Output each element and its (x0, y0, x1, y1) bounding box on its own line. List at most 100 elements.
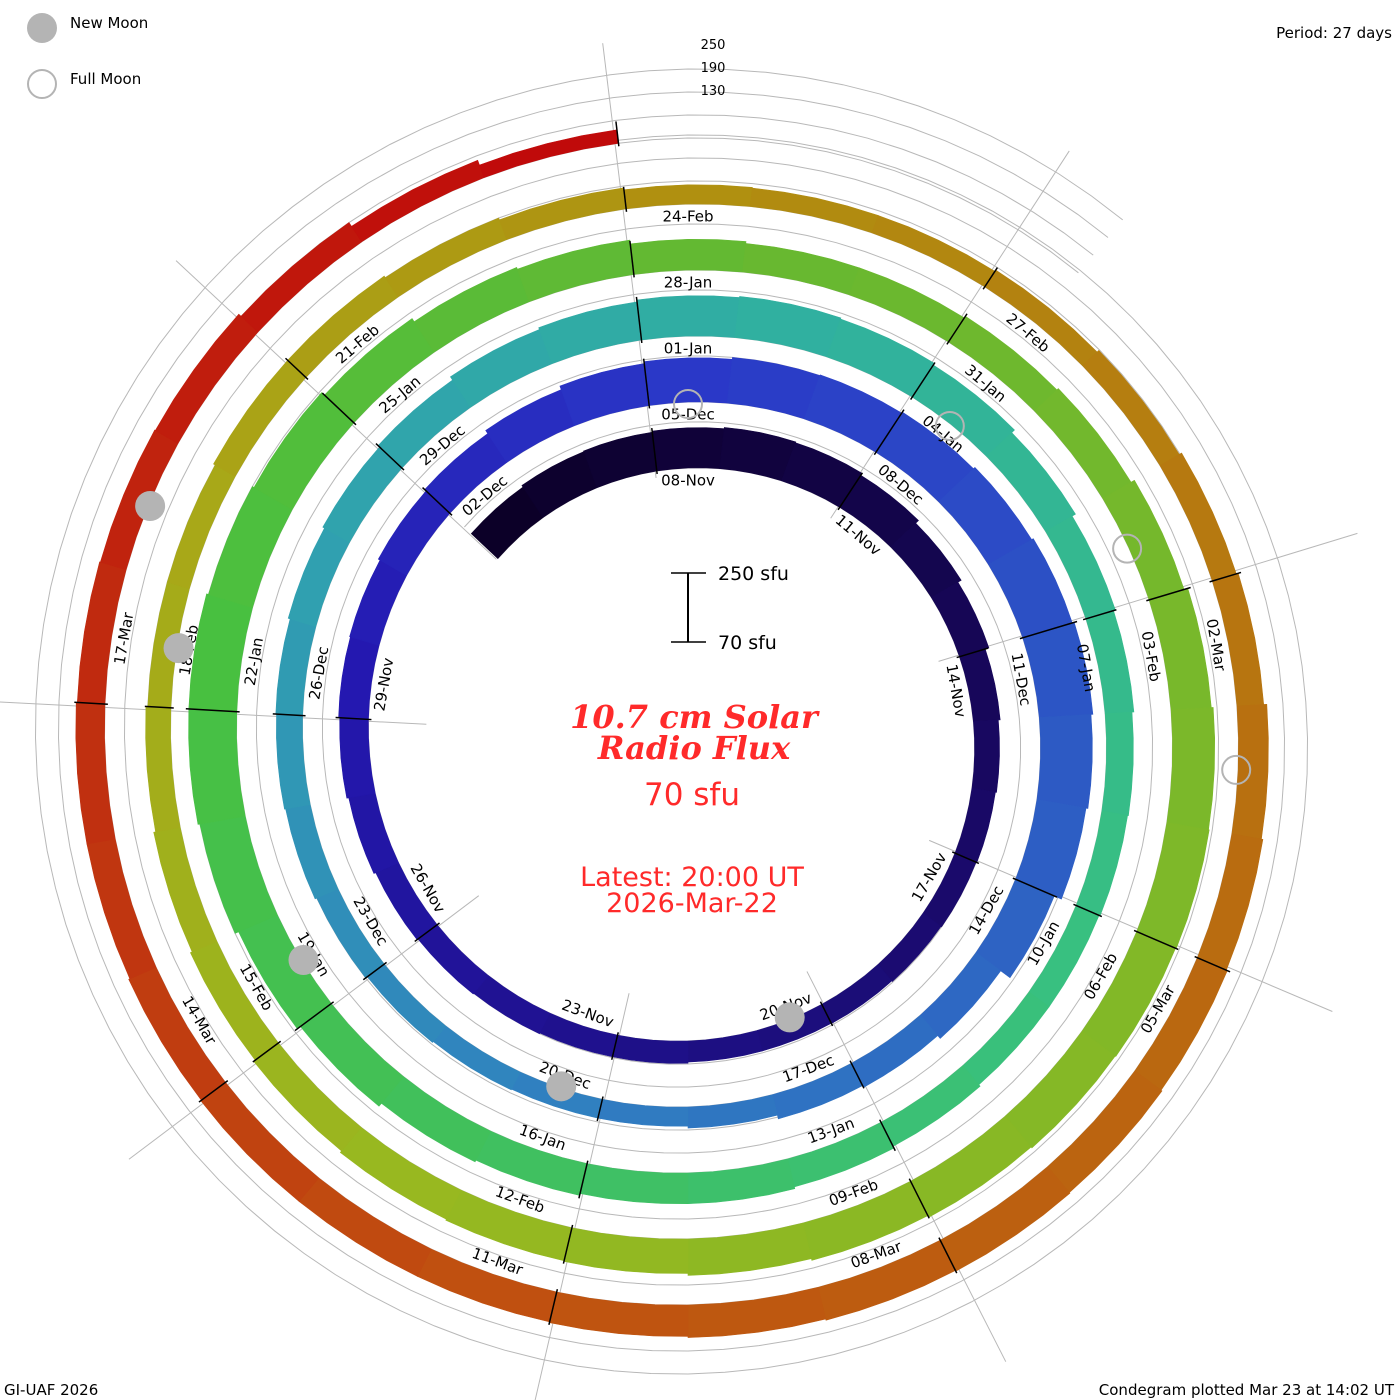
flux-bar (687, 1286, 827, 1338)
end-tick (615, 121, 620, 147)
flux-bar (199, 815, 278, 934)
flux-bar (877, 912, 942, 982)
day-tick (908, 1178, 930, 1219)
flux-bar (890, 522, 962, 598)
day-tick (562, 1224, 574, 1264)
flux-bar (563, 1227, 689, 1274)
flux-bar (742, 243, 860, 296)
flux-bar (384, 217, 507, 298)
radial-grid-line (534, 993, 630, 1400)
flux-bar (240, 222, 363, 333)
flux-bar (930, 581, 990, 658)
flux-bar (348, 792, 399, 874)
day-tick (414, 922, 440, 943)
day-tick (548, 1289, 559, 1326)
flux-bar (719, 427, 797, 482)
footer-credit: GI-UAF 2026 (4, 1381, 98, 1399)
flux-bar (413, 267, 530, 353)
day-tick (1019, 620, 1078, 640)
day-tick (1133, 929, 1179, 951)
flux-bar (517, 239, 635, 303)
legend-new-moon: New Moon (70, 14, 148, 32)
flux-bar (687, 1030, 763, 1063)
full-moon-icon (1221, 754, 1252, 785)
day-tick (873, 409, 905, 456)
day-tick (938, 1237, 958, 1274)
day-tick (1146, 586, 1191, 602)
flux-bar (880, 1065, 981, 1147)
flux-bar (381, 1076, 492, 1163)
legend-full-moon: Full Moon (70, 70, 141, 88)
day-tick (375, 443, 405, 471)
day-tick (1012, 877, 1058, 898)
day-tick (252, 1040, 282, 1063)
day-tick (642, 358, 651, 409)
date-label: 24-Feb (662, 208, 713, 226)
flux-bar (954, 787, 996, 864)
flux-bar (629, 238, 747, 275)
flux-bar (636, 295, 740, 341)
flux-bar (643, 357, 733, 406)
day-tick (335, 716, 372, 721)
flux-bar (975, 878, 1055, 979)
flux-bar (432, 1025, 521, 1091)
flux-bar (188, 593, 253, 713)
day-tick (951, 851, 980, 865)
day-tick (578, 1160, 589, 1199)
new-moon-icon (163, 633, 194, 664)
flux-bar (285, 804, 339, 900)
flux-bar (538, 301, 642, 365)
new-moon-icon (774, 1002, 805, 1033)
flux-bar (651, 427, 725, 472)
latest-date: 2026-Mar-22 (606, 888, 778, 919)
full-moon-legend-icon (27, 69, 57, 99)
flux-bar (851, 1014, 939, 1088)
flux-bar (351, 159, 485, 243)
flux-bar (449, 329, 553, 408)
flux-bar (1022, 622, 1094, 718)
flux-bar (75, 702, 116, 845)
day-tick (837, 472, 864, 511)
flux-bar (1136, 822, 1210, 950)
day-tick (849, 1060, 865, 1089)
radial-grid-line (806, 971, 1007, 1362)
flux-bar (128, 967, 226, 1101)
day-tick (74, 701, 108, 705)
flux-bar (911, 364, 1015, 457)
scale-bar (671, 572, 706, 643)
day-tick (144, 705, 174, 709)
day-tick (1194, 955, 1231, 973)
flux-bar (971, 719, 1000, 793)
day-tick (635, 296, 643, 343)
flux-bar (1085, 610, 1135, 715)
flux-bar (153, 827, 218, 953)
flux-bar (76, 561, 127, 705)
day-tick (362, 961, 388, 981)
latest-time: Latest: 20:00 UT (580, 862, 804, 893)
baseline-value: 70 sfu (644, 777, 740, 813)
flux-bar (473, 975, 551, 1035)
day-tick (651, 427, 658, 475)
flux-bar (549, 1291, 689, 1337)
date-label: 08-Nov (661, 472, 715, 490)
date-label: 05-Dec (661, 406, 715, 424)
ref-label-190: 190 (701, 61, 726, 76)
flux-bar (772, 1062, 864, 1120)
chart-title-line1: 10.7 cm Solar (570, 698, 820, 736)
flux-bar (1197, 833, 1264, 971)
flux-bar (802, 1180, 929, 1261)
day-tick (284, 357, 309, 381)
day-tick (946, 313, 968, 345)
day-tick (198, 1080, 229, 1103)
day-tick (1073, 903, 1103, 918)
day-tick (909, 362, 936, 400)
flux-bar (959, 648, 1001, 722)
flux-bar (687, 1222, 812, 1276)
day-tick (185, 708, 240, 713)
flux-bar (583, 431, 658, 489)
flux-bar (726, 357, 821, 420)
day-tick (819, 1001, 834, 1027)
flux-bar (986, 432, 1076, 532)
period-label: Period: 27 days (1276, 24, 1392, 42)
